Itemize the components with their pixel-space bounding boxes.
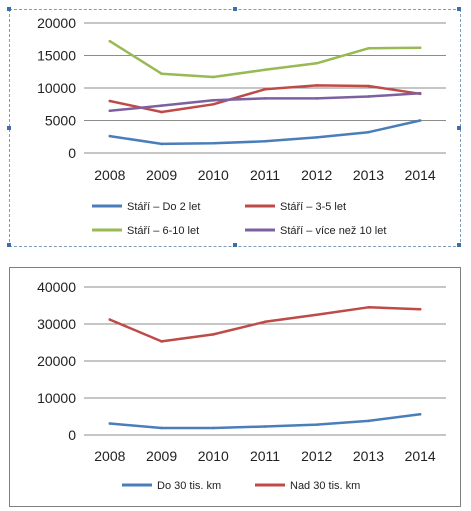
data-point xyxy=(211,426,215,430)
data-point xyxy=(108,422,112,425)
x-tick-label: 2012 xyxy=(301,167,332,183)
resize-handle[interactable] xyxy=(7,243,11,247)
data-point xyxy=(315,313,319,317)
data-point xyxy=(418,46,422,49)
legend-label: Nad 30 tis. km xyxy=(290,480,360,492)
data-point xyxy=(315,97,319,100)
data-point xyxy=(211,75,215,79)
series-line-4 xyxy=(108,91,422,113)
x-tick-label: 2010 xyxy=(198,448,229,464)
data-point xyxy=(263,140,267,143)
x-tick-label: 2011 xyxy=(250,167,280,183)
y-tick-label: 30000 xyxy=(37,316,76,332)
line-chart-mileage-svg: 0 10000 20000 30000 40000 2008 2009 2010 2011 201… xyxy=(37,279,446,492)
data-point xyxy=(367,84,370,88)
data-point xyxy=(367,306,370,309)
data-point xyxy=(160,104,163,107)
data-point xyxy=(315,136,319,139)
legend-label: Stáří – Do 2 let xyxy=(127,201,200,213)
data-point xyxy=(315,84,319,87)
data-point xyxy=(263,425,267,428)
resize-handle[interactable] xyxy=(233,7,237,11)
resize-handle[interactable] xyxy=(457,126,461,130)
data-point xyxy=(263,88,267,91)
data-point xyxy=(367,95,370,98)
resize-handle[interactable] xyxy=(457,243,461,247)
x-tick-label: 2014 xyxy=(405,448,436,464)
y-tick-label: 0 xyxy=(68,427,76,443)
y-tick-label: 15000 xyxy=(37,48,76,64)
legend-label: Stáří – 3-5 let xyxy=(280,201,346,213)
data-point xyxy=(367,130,370,134)
line-chart-age[interactable]: 0 5000 10000 15000 20000 2008 2009 2010 2011 2012… xyxy=(7,7,461,247)
data-point xyxy=(108,99,112,103)
x-tick-label: 2008 xyxy=(94,448,125,464)
data-point xyxy=(108,318,112,321)
data-point xyxy=(418,307,422,311)
x-tick-label: 2009 xyxy=(146,167,177,183)
data-point xyxy=(160,110,163,114)
legend-label: Do 30 tis. km xyxy=(157,480,221,492)
data-point xyxy=(211,99,215,102)
legend-label: Stáří – více než 10 let xyxy=(280,225,386,237)
x-tick-label: 2013 xyxy=(353,167,384,183)
data-point xyxy=(160,72,163,75)
series-line-3 xyxy=(108,39,422,79)
data-point xyxy=(160,426,163,430)
data-point xyxy=(315,62,319,65)
data-point xyxy=(418,91,422,95)
y-tick-label: 20000 xyxy=(37,15,76,31)
data-point xyxy=(211,102,215,106)
resize-handle[interactable] xyxy=(7,7,11,11)
data-point xyxy=(160,142,163,146)
data-point xyxy=(418,412,422,416)
line-chart-age-svg: 0 5000 10000 15000 20000 2008 2009 2010 2011 2012… xyxy=(37,15,446,237)
x-tick-label: 2011 xyxy=(250,448,280,464)
y-tick-label: 5000 xyxy=(45,113,76,129)
resize-handle[interactable] xyxy=(233,243,237,247)
data-point xyxy=(211,333,215,336)
data-point xyxy=(108,134,112,138)
data-point xyxy=(211,141,215,145)
data-point xyxy=(315,423,319,426)
y-tick-label: 0 xyxy=(68,145,76,161)
x-tick-label: 2010 xyxy=(198,167,229,183)
data-point xyxy=(418,119,422,122)
data-point xyxy=(263,320,267,324)
data-point xyxy=(367,47,370,50)
data-point xyxy=(108,39,112,43)
line-chart-mileage[interactable]: 0 10000 20000 30000 40000 2008 2009 2010 2011 201… xyxy=(9,267,461,507)
data-point xyxy=(263,68,267,72)
x-tick-label: 2008 xyxy=(94,167,125,183)
x-tick-label: 2012 xyxy=(301,448,332,464)
y-tick-label: 20000 xyxy=(37,353,76,369)
data-point xyxy=(263,97,267,100)
y-tick-label: 10000 xyxy=(37,390,76,406)
data-point xyxy=(367,419,370,423)
x-tick-label: 2009 xyxy=(146,448,177,464)
y-tick-label: 40000 xyxy=(37,279,76,295)
x-tick-label: 2014 xyxy=(405,167,436,183)
data-point xyxy=(108,109,112,113)
data-point xyxy=(160,340,163,343)
y-tick-label: 10000 xyxy=(37,80,76,96)
resize-handle[interactable] xyxy=(457,7,461,11)
resize-handle[interactable] xyxy=(7,126,11,130)
x-tick-label: 2013 xyxy=(353,448,384,464)
legend-label: Stáří – 6-10 let xyxy=(127,225,199,237)
